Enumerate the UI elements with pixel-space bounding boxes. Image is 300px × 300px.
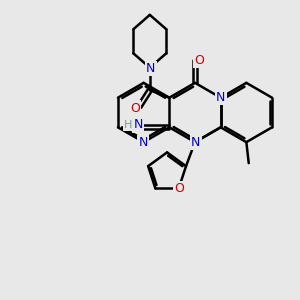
- Text: O: O: [130, 102, 140, 115]
- Text: N: N: [134, 118, 143, 131]
- Text: H: H: [124, 120, 132, 130]
- Text: N: N: [138, 136, 148, 149]
- Text: N: N: [216, 91, 225, 103]
- Text: O: O: [174, 182, 184, 195]
- Text: N: N: [146, 62, 155, 75]
- Text: N: N: [191, 136, 200, 149]
- Text: O: O: [195, 54, 204, 67]
